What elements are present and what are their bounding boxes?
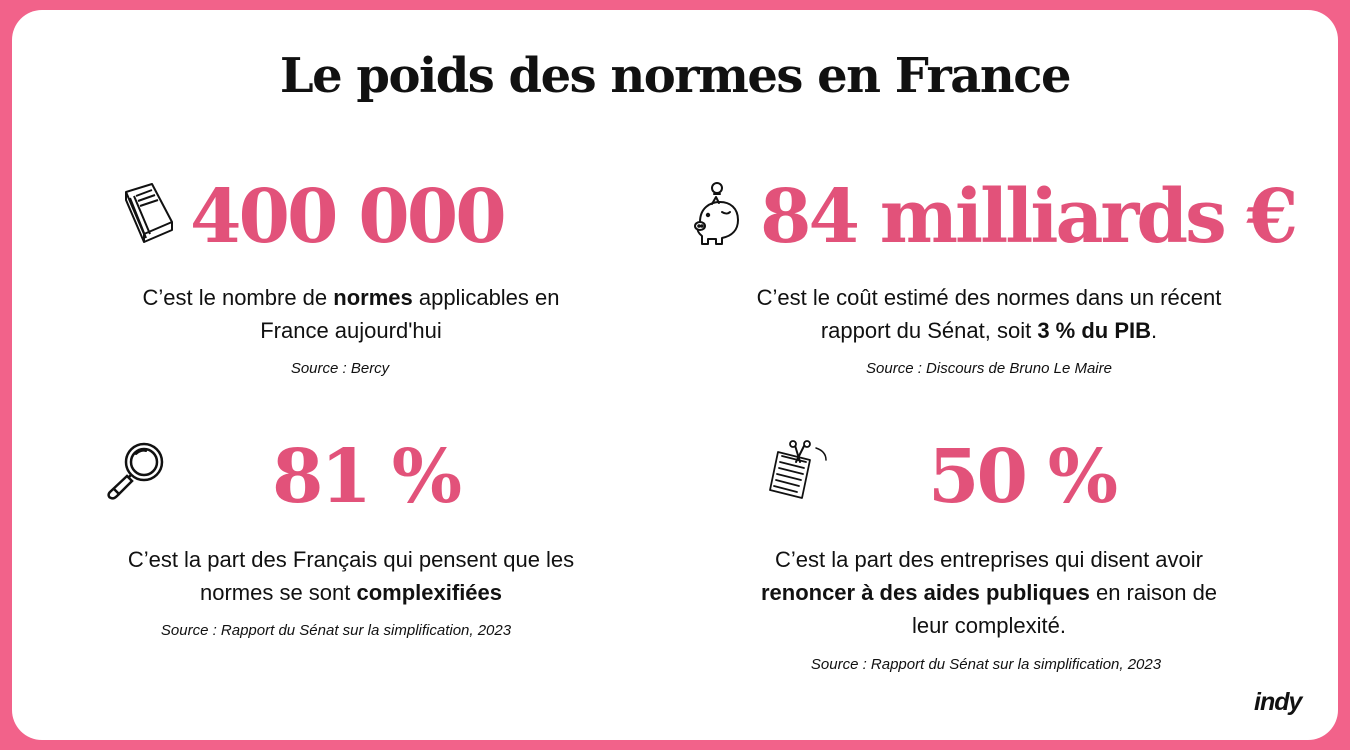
- magnifying-glass-icon: [107, 442, 164, 500]
- source-aid: Source : Rapport du Sénat sur la simplif…: [810, 656, 1162, 673]
- stat-description-aid: C’est la part des entreprises qui disent…: [740, 543, 1238, 642]
- description-emphasis: complexifiées: [356, 580, 503, 605]
- source-cost: Source : Discours de Bruno Le Maire: [866, 360, 1112, 377]
- stat-value-aid: 50 %: [928, 434, 1118, 520]
- description-emphasis: 3 % du PIB: [1037, 318, 1152, 343]
- page-title: Le poids des normes en France: [279, 48, 1072, 104]
- description-text: C’est la part des Français qui pensent q…: [127, 547, 575, 605]
- description-text: .: [1151, 318, 1158, 343]
- documents-scissors-icon: [769, 440, 827, 499]
- stat-value-books: 400 000: [190, 174, 507, 260]
- brand-logo: indy: [1254, 688, 1302, 716]
- book-icon: [125, 183, 173, 243]
- description-text: C’est le nombre de: [142, 285, 334, 310]
- description-emphasis: renoncer à des aides publiques: [760, 580, 1090, 605]
- stat-description-cost: C’est le coût estimé des normes dans un …: [740, 281, 1238, 347]
- description-text: C’est la part des entreprises qui disent…: [775, 547, 1203, 572]
- stat-description-complexity: C’est la part des Français qui pensent q…: [120, 543, 582, 609]
- description-emphasis: normes: [333, 285, 413, 310]
- source-books: Source : Bercy: [290, 360, 390, 377]
- description-text: C’est le coût estimé des normes dans un …: [756, 285, 1222, 343]
- description-text: applicables en France aujourd'hui: [260, 285, 560, 343]
- stat-description-books: C’est le nombre de normes applicables en…: [120, 281, 582, 347]
- source-complexity: Source : Rapport du Sénat sur la simplif…: [160, 622, 512, 639]
- stat-value-cost: 84 milliards €: [760, 174, 1298, 260]
- description-text: en raison de leur complexité.: [911, 580, 1218, 638]
- stat-value-complexity: 81 %: [272, 434, 462, 520]
- piggy-bank-icon: [694, 182, 739, 245]
- infographic-card: [12, 10, 1338, 740]
